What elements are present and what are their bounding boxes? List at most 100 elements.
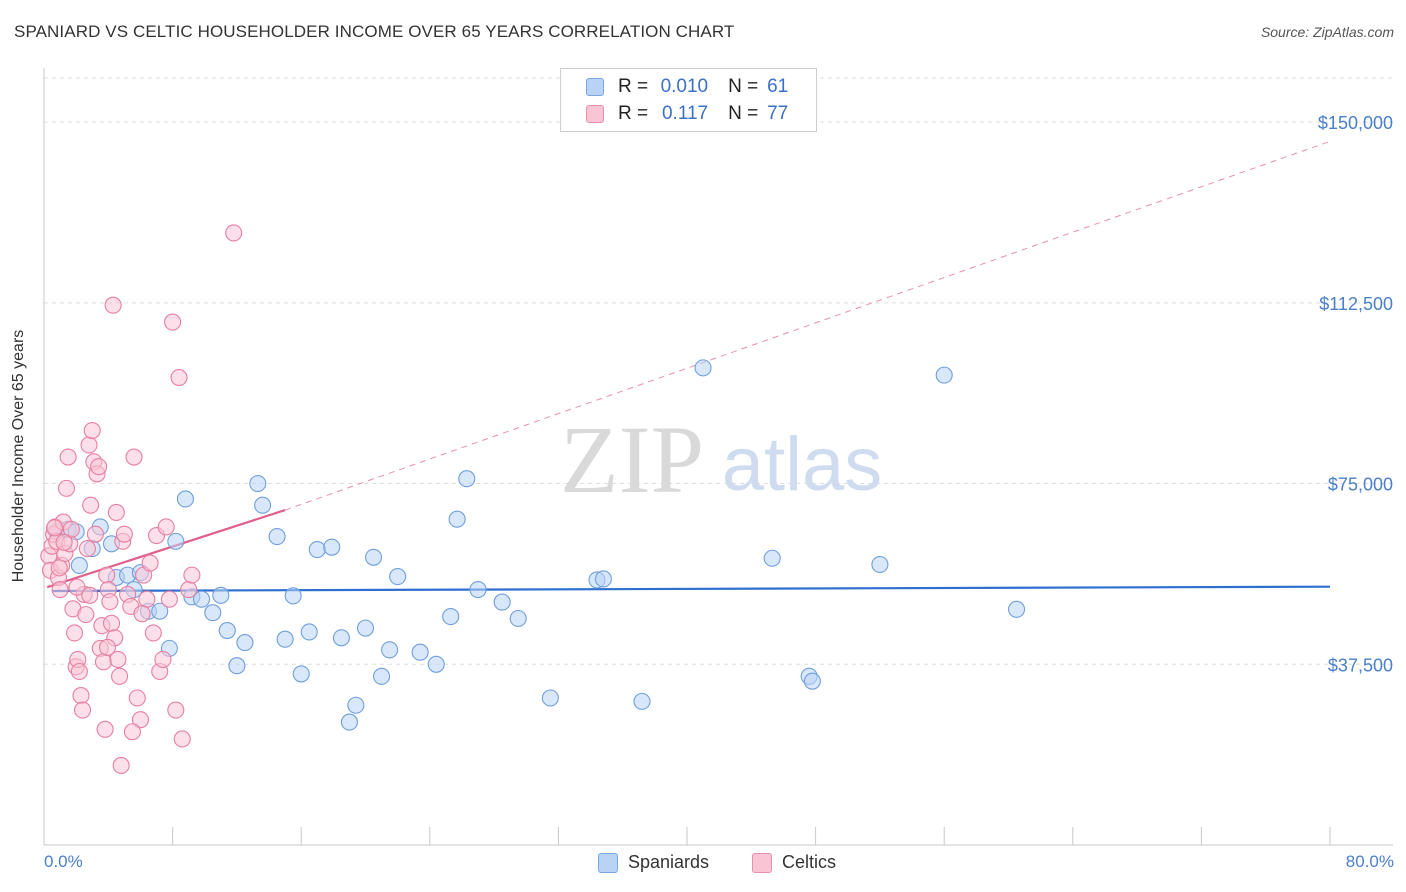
- y-axis-title: Householder Income Over 65 years: [10, 329, 27, 583]
- point-celtics: [131, 711, 149, 729]
- point-spaniards: [323, 538, 341, 556]
- point-spaniards: [356, 619, 375, 637]
- point-celtics: [77, 606, 95, 624]
- legend-row-spaniards: R = 0.010 N = 61: [586, 76, 788, 98]
- r-label: R =: [618, 76, 649, 97]
- point-spaniards: [254, 496, 272, 514]
- point-spaniards: [236, 634, 254, 652]
- point-celtics: [83, 421, 101, 440]
- point-celtics: [173, 730, 191, 748]
- point-celtics: [65, 624, 84, 642]
- point-spaniards: [292, 665, 310, 683]
- r-value-celtics: 0.117: [661, 103, 709, 124]
- point-celtics: [109, 650, 127, 669]
- point-celtics: [180, 581, 198, 599]
- point-spaniards: [204, 604, 222, 622]
- point-celtics: [98, 566, 116, 584]
- point-spaniards: [192, 590, 211, 608]
- point-celtics: [72, 687, 90, 705]
- point-spaniards: [448, 510, 466, 528]
- x-tick-min: 0.0%: [44, 852, 83, 871]
- point-celtics: [104, 296, 122, 314]
- source-label: Source: ZipAtlas.com: [1260, 24, 1394, 40]
- correlation-legend: R = 0.010 N = 61 R = 0.117 N = 77: [560, 68, 817, 132]
- n-value-spaniards: 61: [767, 76, 789, 97]
- point-celtics: [111, 667, 129, 685]
- legend-swatch-pink: [586, 105, 604, 123]
- legend-swatch-blue: [586, 78, 604, 96]
- point-celtics: [167, 701, 185, 719]
- y-tick-label: $150,000: [1318, 113, 1393, 133]
- point-celtics: [96, 720, 114, 738]
- point-spaniards: [373, 667, 391, 685]
- point-celtics: [144, 624, 162, 642]
- point-celtics: [141, 554, 159, 572]
- point-celtics: [50, 559, 68, 577]
- y-tick-label: $37,500: [1328, 655, 1393, 675]
- point-spaniards: [1007, 600, 1026, 618]
- point-spaniards: [308, 541, 326, 559]
- point-celtics: [225, 224, 243, 242]
- point-celtics: [94, 653, 113, 671]
- legend-item-spaniards[interactable]: Spaniards: [598, 852, 709, 873]
- point-celtics: [70, 662, 88, 681]
- point-celtics: [68, 578, 86, 596]
- point-spaniards: [389, 568, 407, 586]
- point-spaniards: [151, 602, 169, 620]
- y-tick-label: $75,000: [1328, 475, 1393, 495]
- legend-item-celtics[interactable]: Celtics: [752, 852, 836, 873]
- y-tick-labels: $37,500 $75,000 $112,500 $150,000: [1318, 113, 1393, 675]
- point-celtics: [101, 593, 119, 611]
- point-spaniards: [347, 696, 365, 714]
- axes: [43, 68, 1393, 846]
- point-celtics: [125, 448, 143, 466]
- legend-swatch-blue: [598, 852, 618, 873]
- trend-lines: [46, 140, 1331, 593]
- point-spaniards: [469, 581, 487, 599]
- point-spaniards: [228, 657, 246, 675]
- point-spaniards: [694, 359, 712, 377]
- point-celtics: [183, 566, 201, 584]
- chart-title: SPANIARD VS CELTIC HOUSEHOLDER INCOME OV…: [14, 22, 735, 41]
- point-celtics: [80, 436, 98, 454]
- point-celtics: [78, 540, 96, 558]
- point-spaniards: [442, 608, 460, 626]
- point-celtics: [157, 518, 175, 536]
- point-celtics: [160, 590, 178, 608]
- r-value-spaniards: 0.010: [660, 76, 709, 97]
- point-celtics: [112, 756, 130, 775]
- point-celtics: [74, 701, 92, 719]
- trend-line-celtics: [46, 509, 286, 589]
- n-value-celtics: 77: [767, 103, 789, 124]
- point-spaniards: [803, 672, 821, 690]
- point-spaniards: [249, 474, 267, 493]
- point-spaniards: [332, 629, 350, 647]
- point-celtics: [170, 368, 188, 387]
- y-tick-label: $112,500: [1319, 294, 1393, 314]
- point-spaniards: [493, 593, 511, 611]
- point-spaniards: [276, 630, 294, 648]
- point-spaniards: [411, 643, 429, 661]
- point-spaniards: [381, 641, 399, 659]
- point-celtics: [82, 496, 100, 514]
- point-celtics: [62, 520, 80, 538]
- legend-label-spaniards: Spaniards: [628, 852, 710, 872]
- legend-swatch-pink: [752, 852, 772, 873]
- point-spaniards: [509, 609, 527, 628]
- watermark-zip: ZIP: [560, 406, 704, 513]
- point-spaniards: [633, 692, 651, 710]
- point-spaniards: [427, 655, 445, 673]
- point-spaniards: [70, 556, 88, 575]
- point-celtics: [45, 519, 63, 537]
- point-spaniards: [871, 555, 889, 574]
- n-label: N =: [728, 103, 759, 124]
- point-spaniards: [167, 532, 185, 550]
- point-spaniards: [364, 548, 383, 566]
- point-celtics: [133, 605, 151, 623]
- point-celtics: [107, 503, 125, 522]
- point-spaniards: [594, 570, 612, 588]
- watermark-atlas: atlas: [722, 422, 883, 507]
- point-spaniards: [300, 623, 318, 641]
- point-spaniards: [458, 470, 476, 488]
